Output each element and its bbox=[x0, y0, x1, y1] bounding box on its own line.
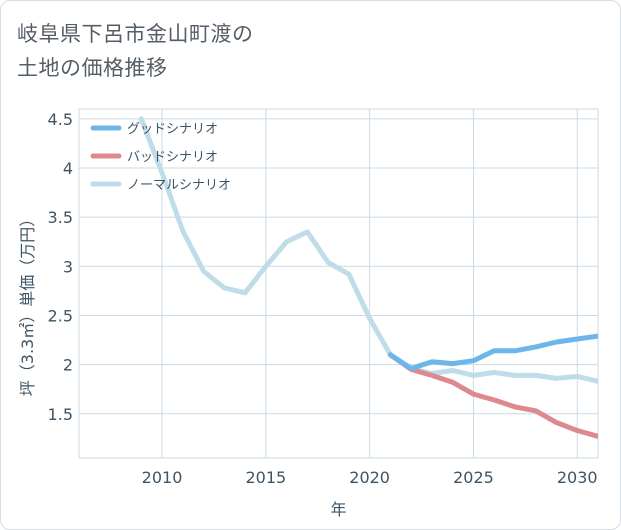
x-tick-label: 2025 bbox=[453, 468, 494, 487]
plot-area bbox=[78, 108, 599, 459]
y-tick-label: 4 bbox=[63, 159, 73, 178]
series-line-bad bbox=[387, 352, 598, 439]
x-tick-label: 2010 bbox=[142, 468, 183, 487]
y-axis-title: 坪（3.3㎡）単価（万円） bbox=[18, 211, 37, 396]
legend-label-bad: バッドシナリオ bbox=[127, 150, 218, 165]
x-tick-label: 2030 bbox=[557, 468, 598, 487]
x-tick-label: 2020 bbox=[349, 468, 390, 487]
x-tick-label: 2015 bbox=[245, 468, 286, 487]
y-tick-label: 4.5 bbox=[48, 110, 73, 129]
series-line-normal bbox=[138, 116, 598, 384]
y-tick-label: 3 bbox=[63, 257, 73, 276]
title-line-2: 土地の価格推移 bbox=[17, 56, 168, 80]
legend-label-normal: ノーマルシナリオ bbox=[127, 178, 231, 193]
y-tick-label: 2 bbox=[63, 356, 73, 375]
y-tick-label: 1.5 bbox=[48, 405, 73, 424]
x-axis-title: 年 bbox=[330, 500, 346, 519]
title-line-1: 岐阜県下呂市金山町渡の bbox=[17, 22, 254, 46]
page-title: 岐阜県下呂市金山町渡の 土地の価格推移 bbox=[17, 17, 254, 85]
y-tick-label: 2.5 bbox=[48, 306, 73, 325]
y-tick-label: 3.5 bbox=[48, 208, 73, 227]
series-line-good bbox=[387, 333, 598, 371]
legend-label-good: グッドシナリオ bbox=[127, 122, 218, 137]
